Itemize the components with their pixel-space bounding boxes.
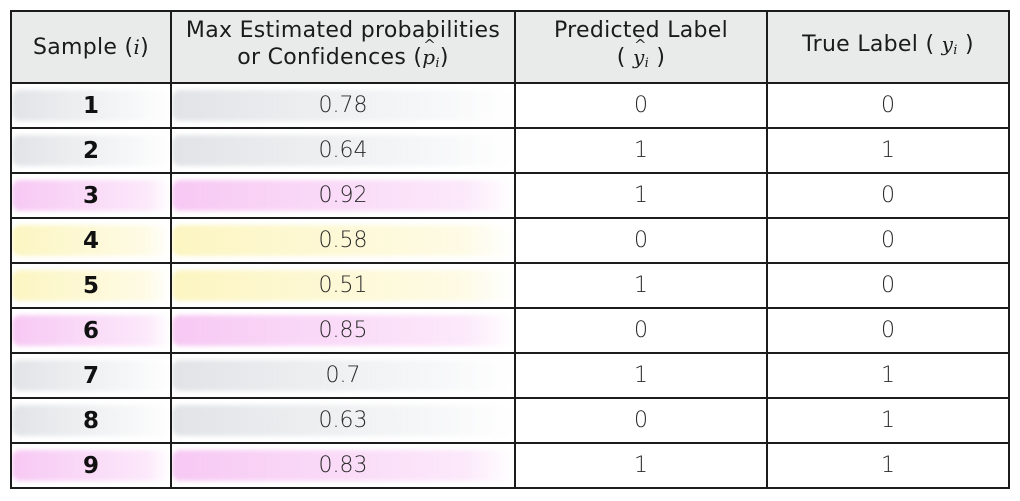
- true-cell: 0: [766, 307, 1010, 354]
- confidence-table: Sample (i) Max Estimated probabilities o…: [10, 10, 1010, 489]
- header-predicted-line2: ( yi ): [517, 32, 765, 77]
- table-row: 5 0.51 1 0: [10, 262, 1010, 309]
- predicted-cell: 1: [514, 127, 768, 174]
- true-cell: 0: [766, 172, 1010, 219]
- sample-cell: 1: [10, 82, 172, 129]
- true-cell: 1: [766, 442, 1010, 489]
- sample-index-symbol: i: [133, 34, 141, 59]
- predicted-cell: 1: [514, 262, 768, 309]
- confidence-cell: 0.64: [170, 127, 516, 174]
- predicted-cell: 1: [514, 442, 768, 489]
- table-row: 3 0.92 1 0: [10, 172, 1010, 219]
- y-hat-symbol: y: [633, 32, 646, 71]
- predicted-cell: 1: [514, 172, 768, 219]
- predicted-cell: 0: [514, 397, 768, 444]
- true-cell: 1: [766, 397, 1010, 444]
- confidence-cell: 0.7: [170, 352, 516, 399]
- header-predicted: Predicted Label ( yi ): [514, 10, 768, 84]
- header-confidence: Max Estimated probabilities or Confidenc…: [170, 10, 516, 84]
- true-cell: 1: [766, 127, 1010, 174]
- table-row: 4 0.58 0 0: [10, 217, 1010, 264]
- sample-cell: 9: [10, 442, 172, 489]
- confidence-cell: 0.83: [170, 442, 516, 489]
- table-row: 6 0.85 0 0: [10, 307, 1010, 354]
- sample-cell: 8: [10, 397, 172, 444]
- true-cell: 1: [766, 352, 1010, 399]
- table-row: 2 0.64 1 1: [10, 127, 1010, 174]
- confidence-cell: 0.78: [170, 82, 516, 129]
- header-true: True Label ( yi ): [766, 10, 1010, 84]
- p-hat-symbol: p: [422, 32, 436, 71]
- sample-cell: 2: [10, 127, 172, 174]
- sample-cell: 5: [10, 262, 172, 309]
- sample-cell: 3: [10, 172, 172, 219]
- predicted-cell: 0: [514, 307, 768, 354]
- predicted-cell: 1: [514, 352, 768, 399]
- true-cell: 0: [766, 217, 1010, 264]
- sample-cell: 7: [10, 352, 172, 399]
- header-sample: Sample (i): [10, 10, 172, 84]
- confidence-cell: 0.92: [170, 172, 516, 219]
- sample-cell: 4: [10, 217, 172, 264]
- true-cell: 0: [766, 262, 1010, 309]
- table-row: 1 0.78 0 0: [10, 82, 1010, 129]
- sample-cell: 6: [10, 307, 172, 354]
- confidence-cell: 0.85: [170, 307, 516, 354]
- header-confidence-line1: Max Estimated probabilities: [185, 18, 501, 43]
- predicted-cell: 0: [514, 217, 768, 264]
- header-confidence-line2: or Confidences (pi): [173, 32, 513, 77]
- confidence-cell: 0.58: [170, 217, 516, 264]
- table-row: 7 0.7 1 1: [10, 352, 1010, 399]
- true-cell: 0: [766, 82, 1010, 129]
- table-row: 8 0.63 0 1: [10, 397, 1010, 444]
- header-row: Sample (i) Max Estimated probabilities o…: [10, 10, 1010, 84]
- confidence-cell: 0.63: [170, 397, 516, 444]
- y-symbol: y: [941, 31, 954, 56]
- predicted-cell: 0: [514, 82, 768, 129]
- confidence-cell: 0.51: [170, 262, 516, 309]
- table-row: 9 0.83 1 1: [10, 442, 1010, 489]
